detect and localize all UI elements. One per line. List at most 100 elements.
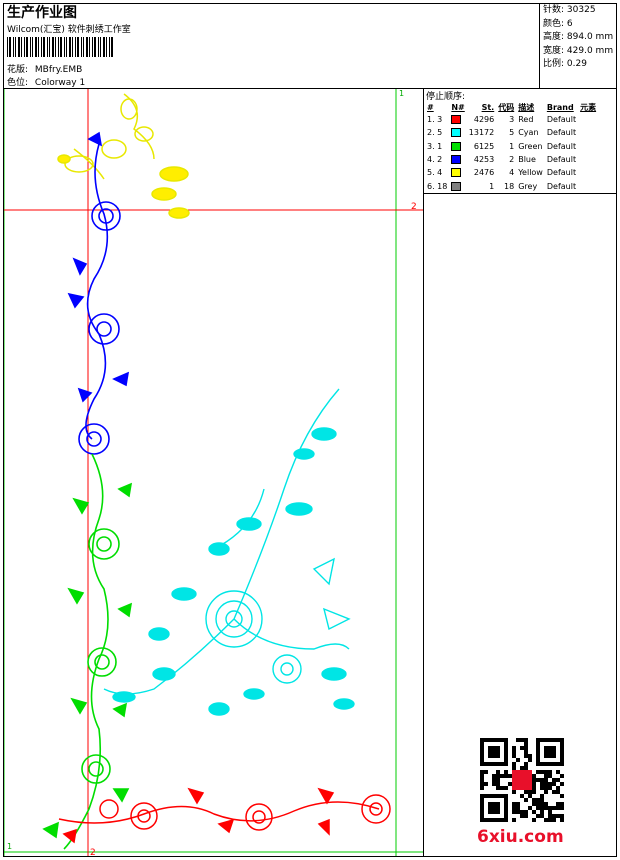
cell-idx: 1. 3 <box>427 115 443 125</box>
cell-brand: Default <box>546 155 577 165</box>
cell-code: 4 <box>509 168 515 178</box>
col-header: N# <box>451 102 465 112</box>
colorway-value: Colorway 1 <box>34 78 86 88</box>
cell-elem <box>578 113 598 126</box>
stat-value: 6 <box>566 18 573 29</box>
cell-elem <box>578 140 598 153</box>
color-swatch <box>451 128 462 138</box>
col-header: 代码 <box>498 102 515 112</box>
red-garland <box>58 787 391 844</box>
stat-label: 高度: <box>543 32 565 42</box>
cell-st: 2476 <box>473 168 495 178</box>
company-name: Wilcom(汇宝) 软件刺绣工作室 <box>7 25 131 35</box>
cell-elem <box>578 166 598 179</box>
table-divider <box>423 193 617 194</box>
marker-1: 1 <box>399 89 404 98</box>
table-row[interactable]: 5. 4 2476 4 Yellow Default <box>425 166 598 179</box>
qr-code-icon[interactable] <box>480 738 564 822</box>
cell-brand: Default <box>546 115 577 125</box>
cell-desc: Yellow <box>518 168 543 178</box>
design-label: 花版: <box>7 65 29 75</box>
cell-st: 6125 <box>473 141 495 151</box>
cell-desc: Green <box>518 141 543 151</box>
col-header: # <box>427 102 434 112</box>
stat-label: 宽度: <box>543 45 565 56</box>
stat-value: 0.29 <box>566 59 587 69</box>
panel-divider <box>423 88 424 857</box>
stat-label: 颜色: <box>543 18 565 29</box>
header-divider <box>3 88 617 89</box>
color-swatch <box>451 155 462 165</box>
cell-brand: Default <box>546 181 577 191</box>
cell-swatch <box>449 140 466 153</box>
green-vine <box>42 453 133 850</box>
table-row[interactable]: 4. 2 4253 2 Blue Default <box>425 153 598 166</box>
cell-desc: Grey <box>518 181 538 191</box>
table-row[interactable]: 1. 3 4296 3 Red Default <box>425 113 598 126</box>
cell-brand: Default <box>546 141 577 151</box>
cell-brand: Default <box>546 168 577 178</box>
cell-st: 4253 <box>473 155 495 165</box>
cell-desc: Blue <box>518 155 536 165</box>
colorway-label: 色位: <box>7 78 29 88</box>
color-swatch <box>451 141 462 151</box>
marker-1-bottom: 1 <box>7 842 12 851</box>
cell-swatch <box>449 153 466 166</box>
cell-st: 1 <box>489 181 495 191</box>
cell-elem <box>578 153 598 166</box>
table-header-row: # N# St. 代码 描述 Brand 元素 <box>425 101 598 113</box>
color-swatch <box>451 168 462 178</box>
blue-vine <box>67 131 130 455</box>
stat-value: 429.0 mm <box>566 45 614 56</box>
page-title: 生产作业图 <box>7 5 77 21</box>
cell-code: 18 <box>504 181 515 191</box>
stat-label: 比例: <box>543 59 565 69</box>
stats-divider <box>539 3 540 89</box>
watermark-logo: 6xiu.com <box>477 827 564 847</box>
cell-swatch <box>449 113 466 126</box>
cell-idx: 5. 4 <box>427 168 443 178</box>
design-canvas[interactable]: 1 2 1 2 <box>4 89 423 856</box>
col-header: 元素 <box>580 102 597 112</box>
col-header: Brand <box>546 102 574 112</box>
cell-st: 4296 <box>473 115 495 125</box>
cell-st: 13172 <box>468 128 495 138</box>
stat-colors: 颜色: 6 <box>543 18 613 32</box>
stat-width: 宽度: 429.0 mm <box>543 45 613 59</box>
stats-panel: 针数: 30325 颜色: 6 高度: 894.0 mm 宽度: 429.0 m… <box>543 4 613 72</box>
table-row[interactable]: 6. 18 1 18 Grey Default <box>425 179 598 192</box>
col-header: St. <box>481 102 495 112</box>
barcode-icon <box>7 37 113 57</box>
stat-label: 针数: <box>543 5 565 15</box>
marker-2-bottom: 2 <box>90 848 96 856</box>
cell-desc: Red <box>518 115 534 125</box>
design-row: 花版: MBfry.EMB <box>7 62 82 75</box>
cell-code: 3 <box>509 115 515 125</box>
cell-swatch <box>449 126 466 139</box>
cell-elem <box>578 179 598 192</box>
cell-idx: 3. 1 <box>427 141 443 151</box>
colorway-row: 色位: Colorway 1 <box>7 75 85 88</box>
stop-sequence-title: 停止顺序: <box>426 92 466 102</box>
cell-idx: 4. 2 <box>427 155 443 165</box>
col-header: 描述 <box>518 102 535 112</box>
marker-2: 2 <box>411 202 417 212</box>
color-sequence-table: # N# St. 代码 描述 Brand 元素 1. 3 4296 3 Red Defa… <box>425 101 598 193</box>
stat-value: 894.0 mm <box>566 32 614 42</box>
stat-scale: 比例: 0.29 <box>543 58 613 72</box>
cell-swatch <box>449 166 466 179</box>
yellow-flowers <box>57 93 190 219</box>
cyan-flowers <box>103 388 355 716</box>
table-row[interactable]: 2. 5 13172 5 Cyan Default <box>425 126 598 139</box>
stat-value: 30325 <box>566 5 596 15</box>
stat-height: 高度: 894.0 mm <box>543 31 613 45</box>
cell-elem <box>578 126 598 139</box>
cell-code: 1 <box>509 141 515 151</box>
cell-idx: 6. 18 <box>427 181 448 191</box>
stat-stitches: 针数: 30325 <box>543 4 613 18</box>
color-swatch <box>451 181 462 191</box>
cell-code: 5 <box>509 128 515 138</box>
color-swatch <box>451 115 462 125</box>
table-row[interactable]: 3. 1 6125 1 Green Default <box>425 140 598 153</box>
cell-desc: Cyan <box>518 128 539 138</box>
